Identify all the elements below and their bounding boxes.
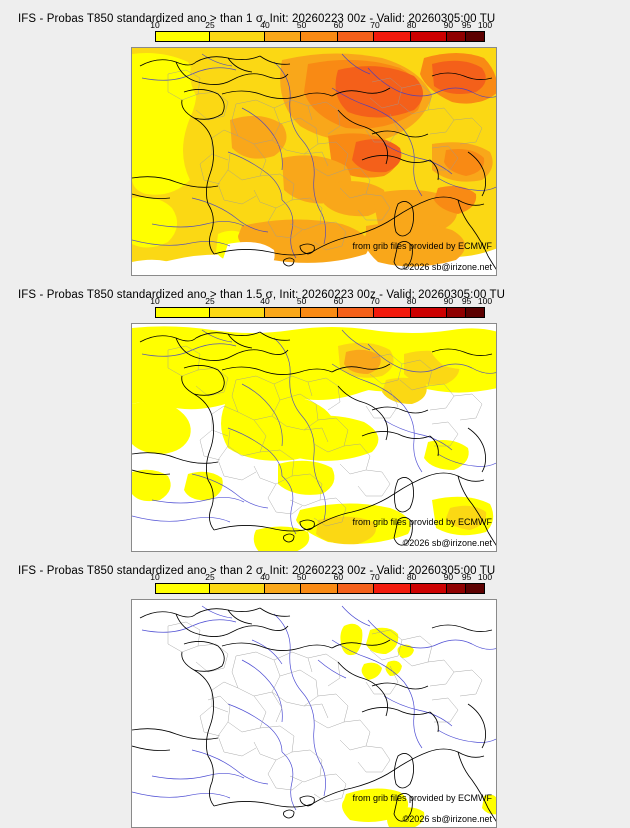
map-svg-1p5-sigma [132,324,496,551]
colorbar-tick-90: 90 [443,20,454,30]
colorbar-segment-40-50 [264,32,302,41]
colorbar-segment-40-50 [264,308,302,317]
colorbar-tick-40: 40 [260,572,270,582]
colorbar-segment-70-80 [374,308,411,317]
panel-2-sigma: IFS - Probas T850 standardized ano > tha… [0,552,630,828]
colorbar-segment-70-80 [374,584,411,593]
map-canvas-2-sigma[interactable]: from grib files provided by ECMWF ©2026 … [131,599,497,828]
credit-copyright: ©2026 sb@irizone.net [402,262,492,272]
colorbar-3: 10 25 40 50 60 70 80 90 95 100 [150,572,492,594]
colorbar-tick-95: 95 [461,20,472,30]
colorbar-segment-10-25 [156,32,211,41]
colorbar-segment-90-95 [447,308,467,317]
colorbar-segment-25-40 [210,32,265,41]
map-inner [132,324,496,551]
credit-copyright: ©2026 sb@irizone.net [402,814,492,824]
colorbar-segment-25-40 [210,584,265,593]
colorbar-tick-70: 70 [370,20,380,30]
colorbar-segment-90-95 [447,584,467,593]
colorbar-segment-10-25 [156,308,211,317]
credit-copyright: ©2026 sb@irizone.net [402,538,492,548]
credit-source: from grib files provided by ECMWF [352,793,492,803]
colorbar-tick-60: 60 [333,20,344,30]
colorbar-tick-labels: 10 25 40 50 60 70 80 90 95 100 [150,572,492,583]
colorbar-gradient [155,307,485,318]
colorbar-tick-90: 90 [443,296,454,306]
colorbar-tick-80: 80 [406,296,417,306]
colorbar-segment-80-90 [410,308,448,317]
panel-title: IFS - Probas T850 standardized ano > tha… [18,565,496,577]
map-canvas-1-sigma[interactable]: from grib files provided by ECMWF ©2026 … [131,47,497,276]
map-inner [132,600,496,827]
colorbar-gradient [155,583,485,594]
colorbar-segment-95-100 [466,308,485,317]
panel-1p5-sigma: IFS - Probas T850 standardized ano > tha… [0,276,630,552]
colorbar-tick-80: 80 [406,572,417,582]
colorbar-tick-40: 40 [260,296,270,306]
map-canvas-1p5-sigma[interactable]: from grib files provided by ECMWF ©2026 … [131,323,497,552]
colorbar-tick-labels: 10 25 40 50 60 70 80 90 95 100 [150,296,492,307]
colorbar-segment-60-70 [337,584,375,593]
colorbar-1: 10 25 40 50 60 70 80 90 95 100 [150,20,492,42]
colorbar-tick-10: 10 [150,20,160,30]
colorbar-segment-95-100 [466,32,485,41]
colorbar-segment-10-25 [156,584,211,593]
colorbar-tick-10: 10 [150,572,160,582]
colorbar-tick-50: 50 [296,572,307,582]
colorbar-segment-40-50 [264,584,302,593]
colorbar-tick-25: 25 [205,572,215,582]
colorbar-tick-95: 95 [461,572,472,582]
colorbar-segment-80-90 [410,32,448,41]
colorbar-segment-60-70 [337,308,375,317]
colorbar-tick-100: 100 [477,20,493,30]
colorbar-tick-60: 60 [333,296,344,306]
credit-source: from grib files provided by ECMWF [352,241,492,251]
colorbar-2: 10 25 40 50 60 70 80 90 95 100 [150,296,492,318]
colorbar-tick-100: 100 [477,296,493,306]
colorbar-tick-95: 95 [461,296,472,306]
colorbar-segment-60-70 [337,32,375,41]
colorbar-segment-70-80 [374,32,411,41]
colorbar-segment-80-90 [410,584,448,593]
colorbar-tick-60: 60 [333,572,344,582]
colorbar-segment-25-40 [210,308,265,317]
colorbar-segment-50-60 [301,584,338,593]
colorbar-tick-labels: 10 25 40 50 60 70 80 90 95 100 [150,20,492,31]
colorbar-tick-50: 50 [296,20,307,30]
map-svg-1-sigma [132,48,496,275]
colorbar-segment-50-60 [301,308,338,317]
colorbar-segment-50-60 [301,32,338,41]
colorbar-tick-25: 25 [205,20,215,30]
colorbar-tick-80: 80 [406,20,417,30]
panel-title: IFS - Probas T850 standardized ano > tha… [18,289,506,301]
colorbar-tick-40: 40 [260,20,270,30]
colorbar-tick-100: 100 [477,572,493,582]
colorbar-tick-70: 70 [370,572,380,582]
map-svg-2-sigma [132,600,496,827]
colorbar-segment-90-95 [447,32,467,41]
map-inner [132,48,496,275]
colorbar-segment-95-100 [466,584,485,593]
panel-title: IFS - Probas T850 standardized ano > tha… [18,13,496,25]
credit-source: from grib files provided by ECMWF [352,517,492,527]
colorbar-tick-50: 50 [296,296,307,306]
colorbar-tick-70: 70 [370,296,380,306]
colorbar-tick-90: 90 [443,572,454,582]
colorbar-gradient [155,31,485,42]
colorbar-tick-25: 25 [205,296,215,306]
colorbar-tick-10: 10 [150,296,160,306]
panel-1-sigma: IFS - Probas T850 standardized ano > tha… [0,0,630,276]
